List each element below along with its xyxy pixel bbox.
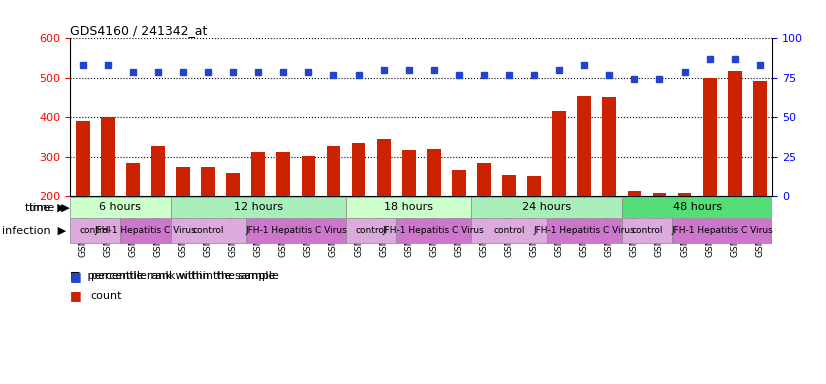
Text: GDS4160 / 241342_at: GDS4160 / 241342_at bbox=[70, 24, 207, 37]
Text: 18 hours: 18 hours bbox=[384, 202, 433, 212]
Bar bbox=[477, 163, 491, 197]
Text: time  ▶: time ▶ bbox=[26, 202, 66, 212]
Bar bbox=[401, 150, 415, 197]
Bar bbox=[377, 139, 391, 197]
Bar bbox=[653, 193, 667, 197]
Bar bbox=[346, 218, 396, 243]
Text: control: control bbox=[493, 227, 525, 235]
Bar bbox=[226, 173, 240, 197]
Bar bbox=[301, 156, 316, 197]
Bar bbox=[628, 191, 641, 197]
Text: JFH-1 Hepatitis C Virus: JFH-1 Hepatitis C Virus bbox=[534, 227, 635, 235]
Bar bbox=[472, 197, 622, 218]
Text: JFH-1 Hepatitis C Virus: JFH-1 Hepatitis C Virus bbox=[245, 227, 347, 235]
Text: 24 hours: 24 hours bbox=[522, 202, 572, 212]
Bar bbox=[577, 96, 591, 197]
Text: control: control bbox=[631, 227, 662, 235]
Bar bbox=[703, 78, 716, 197]
Text: percentile rank within the sample: percentile rank within the sample bbox=[91, 271, 278, 281]
Bar bbox=[121, 218, 170, 243]
Text: 12 hours: 12 hours bbox=[234, 202, 282, 212]
Bar bbox=[70, 218, 121, 243]
Text: control: control bbox=[192, 227, 224, 235]
Bar bbox=[352, 143, 365, 197]
Text: count: count bbox=[91, 291, 122, 301]
Text: control: control bbox=[355, 227, 387, 235]
Bar bbox=[672, 218, 772, 243]
Bar bbox=[396, 218, 472, 243]
Bar bbox=[547, 218, 622, 243]
Bar bbox=[472, 218, 547, 243]
Bar bbox=[452, 170, 466, 197]
Bar bbox=[602, 97, 616, 197]
Bar bbox=[553, 111, 566, 197]
Bar bbox=[101, 118, 115, 197]
Bar bbox=[170, 218, 246, 243]
Bar bbox=[176, 167, 190, 197]
Text: infection  ▶: infection ▶ bbox=[2, 226, 66, 236]
Bar bbox=[622, 197, 772, 218]
Bar bbox=[622, 218, 672, 243]
Bar bbox=[246, 218, 346, 243]
Bar bbox=[346, 197, 472, 218]
Bar bbox=[502, 175, 516, 197]
Bar bbox=[251, 152, 265, 197]
Bar bbox=[76, 121, 90, 197]
Bar bbox=[151, 146, 165, 197]
Bar bbox=[277, 152, 290, 197]
Text: ■: ■ bbox=[70, 270, 82, 283]
Text: ■  percentile rank within the sample: ■ percentile rank within the sample bbox=[70, 271, 276, 281]
Bar bbox=[728, 71, 742, 197]
Text: JFH-1 Hepatitis C Virus: JFH-1 Hepatitis C Virus bbox=[383, 227, 485, 235]
Text: JFH-1 Hepatitis C Virus: JFH-1 Hepatitis C Virus bbox=[94, 227, 197, 235]
Text: ■: ■ bbox=[70, 289, 82, 302]
Text: time  ▶: time ▶ bbox=[30, 202, 70, 212]
Bar bbox=[202, 167, 215, 197]
Text: control: control bbox=[79, 227, 111, 235]
Bar bbox=[677, 193, 691, 197]
Text: 6 hours: 6 hours bbox=[99, 202, 141, 212]
Bar bbox=[126, 163, 140, 197]
Text: 48 hours: 48 hours bbox=[672, 202, 722, 212]
Bar bbox=[527, 176, 541, 197]
Bar bbox=[70, 197, 170, 218]
Bar bbox=[427, 149, 441, 197]
Text: JFH-1 Hepatitis C Virus: JFH-1 Hepatitis C Virus bbox=[672, 227, 773, 235]
Bar bbox=[326, 146, 340, 197]
Bar bbox=[752, 81, 767, 197]
Bar bbox=[170, 197, 346, 218]
